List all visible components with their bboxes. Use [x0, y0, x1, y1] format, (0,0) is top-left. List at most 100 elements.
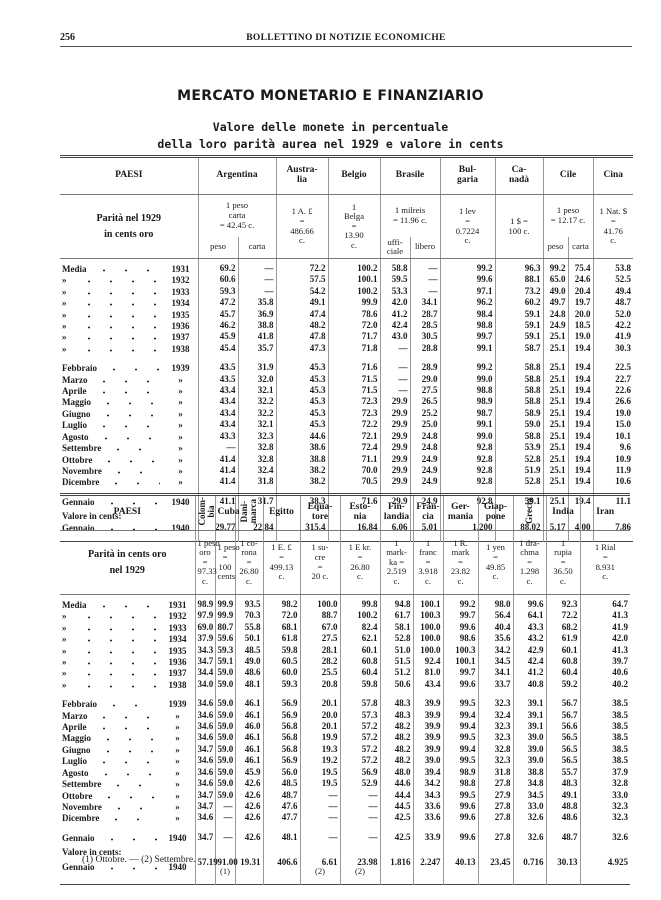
- country-header: Grecia: [512, 494, 546, 531]
- value-cell: 42.5: [379, 831, 413, 844]
- row-label-text: Settembre: [62, 779, 102, 790]
- row-label-cell: Luglio »: [60, 419, 198, 430]
- value-cell: 72.2: [545, 610, 580, 622]
- table-row: Ottobre » 41.4 32.8 38.8 71.1 29.9 24.9 92.8 52.8…: [60, 453, 634, 465]
- row-year: 1939: [171, 363, 190, 374]
- dot-leader: [107, 442, 160, 452]
- value-cell: 58.7: [494, 342, 544, 355]
- value-cell: 32.6: [512, 831, 546, 844]
- spacer: [194, 876, 215, 885]
- parity-line: =: [246, 556, 252, 567]
- value-cell: 6.61 (2): [299, 857, 340, 877]
- value-cell: —: [339, 800, 380, 813]
- country-name-line: Belgio: [341, 170, 367, 181]
- row-label-text: Giugno: [62, 744, 91, 755]
- valore-label-row: Valore in cents:: [60, 843, 630, 858]
- value-cell: 48.1: [262, 831, 300, 844]
- value-cell: 19.4: [567, 453, 594, 465]
- spacer: [60, 876, 195, 885]
- parity-line: 2.519: [386, 566, 407, 577]
- spacer: [477, 876, 513, 885]
- table-row: Marzo » 43.5 32.0 45.3 71.5—29.0 99.0 58.8 25.1 1…: [60, 373, 634, 386]
- value-cell: 19.9: [299, 732, 340, 744]
- value-cell: 45.3: [275, 385, 329, 397]
- country-parity: 1 Belga = 13.90 c.: [327, 194, 381, 259]
- value-cell: 43.3: [512, 621, 546, 634]
- value-cell: 53.3: [379, 285, 411, 298]
- value-cell: 67.0: [299, 621, 340, 634]
- row-label-text: Gennaio: [62, 862, 95, 873]
- value-cell: 92.8: [439, 442, 496, 454]
- row-year: »: [178, 397, 183, 408]
- value-cell: 48.3: [545, 778, 580, 790]
- value-cell: 32.3: [477, 732, 513, 744]
- parity-line: =: [279, 551, 284, 562]
- value-cell: 62.1: [339, 633, 380, 645]
- value-cell: 60.6: [197, 274, 238, 286]
- parity-line: c.: [425, 575, 431, 586]
- parity-line: cre: [314, 551, 326, 562]
- value-cell: —: [214, 831, 235, 844]
- country-parity: 1 yen = 49.85 c.: [477, 530, 513, 595]
- value-cell: 56.8: [262, 721, 300, 733]
- country-name-line: Giap-: [483, 502, 508, 513]
- country-parity: 1 A. £ = 486.66 c.: [275, 194, 329, 259]
- country-parity: 1 E kr. = 26.80 c.: [339, 530, 380, 595]
- value-cell: —: [409, 274, 441, 286]
- value-cell: 26.6: [592, 396, 634, 408]
- value-cell: 34.6: [194, 778, 215, 790]
- value-cell: 99.5: [442, 789, 478, 801]
- value-cell: 32.2: [237, 396, 277, 408]
- value-cell: 57.2: [339, 743, 380, 756]
- row-year: »: [178, 477, 183, 488]
- value-cell: 19.5: [299, 778, 340, 790]
- value-cell: 55.7: [545, 766, 580, 779]
- value-cell: 45.3: [275, 396, 329, 408]
- country-parity: 1 co-rona = 26.80 c.: [234, 530, 263, 595]
- value-cell: 19.7: [567, 297, 594, 309]
- value-cell: 34.2: [477, 644, 513, 657]
- value-cell: 99.5: [442, 698, 478, 710]
- value-cell: 61.7: [379, 610, 413, 622]
- value-cell: 32.1: [237, 385, 277, 397]
- spacer: [545, 843, 580, 858]
- spacer: [275, 487, 329, 496]
- value-cell: 26.5: [409, 396, 441, 408]
- row-label: » 1936: [62, 656, 193, 667]
- value-cell: 98.6: [442, 633, 478, 645]
- dot-leader: [93, 373, 160, 383]
- row-label-cell: Agosto »: [60, 766, 195, 778]
- spacer: [442, 876, 478, 885]
- value-cell: 43.2: [512, 633, 546, 645]
- value-cell: 20.0: [299, 709, 340, 722]
- value-cell: 57.2: [339, 732, 380, 744]
- value-cell: 99.8: [339, 594, 380, 611]
- value-cell: 48.1: [234, 678, 263, 691]
- parity-line: 1 peso: [225, 200, 249, 211]
- table-row: » 1938 34.0 59.0 48.1 59.3 20.8 59.8 50.6 43.4 99.…: [60, 678, 630, 691]
- value-cell: 69.2: [197, 258, 238, 275]
- value: 91.00: [217, 856, 238, 867]
- dot-leader: [94, 766, 157, 776]
- value-cell: 59.0: [214, 743, 235, 756]
- value-cell: 42.2: [592, 320, 634, 332]
- value-cell: 72.0: [262, 610, 300, 622]
- value-cell: 46.1: [234, 755, 263, 767]
- value-cell: 99.2: [542, 258, 569, 275]
- value: 19.31: [240, 856, 261, 867]
- value-cell: 98.0: [477, 594, 513, 611]
- value-cell: 42.4: [512, 656, 546, 668]
- row-label-cell: » 1934: [60, 633, 195, 644]
- value-cell: 56.8: [262, 732, 300, 744]
- dot-leader: [78, 610, 157, 620]
- row-label-text: Luglio: [62, 756, 88, 767]
- row-label-text: Maggio: [62, 397, 91, 408]
- row-year: »: [178, 465, 183, 476]
- parity-line: =: [465, 215, 470, 226]
- row-label-cell: » 1935: [60, 644, 195, 656]
- dot-leader: [78, 274, 160, 284]
- parity-line: 1: [560, 537, 566, 548]
- page-number: 256: [60, 32, 75, 43]
- value-cell: 19.4: [567, 476, 594, 488]
- row-year: »: [175, 779, 180, 790]
